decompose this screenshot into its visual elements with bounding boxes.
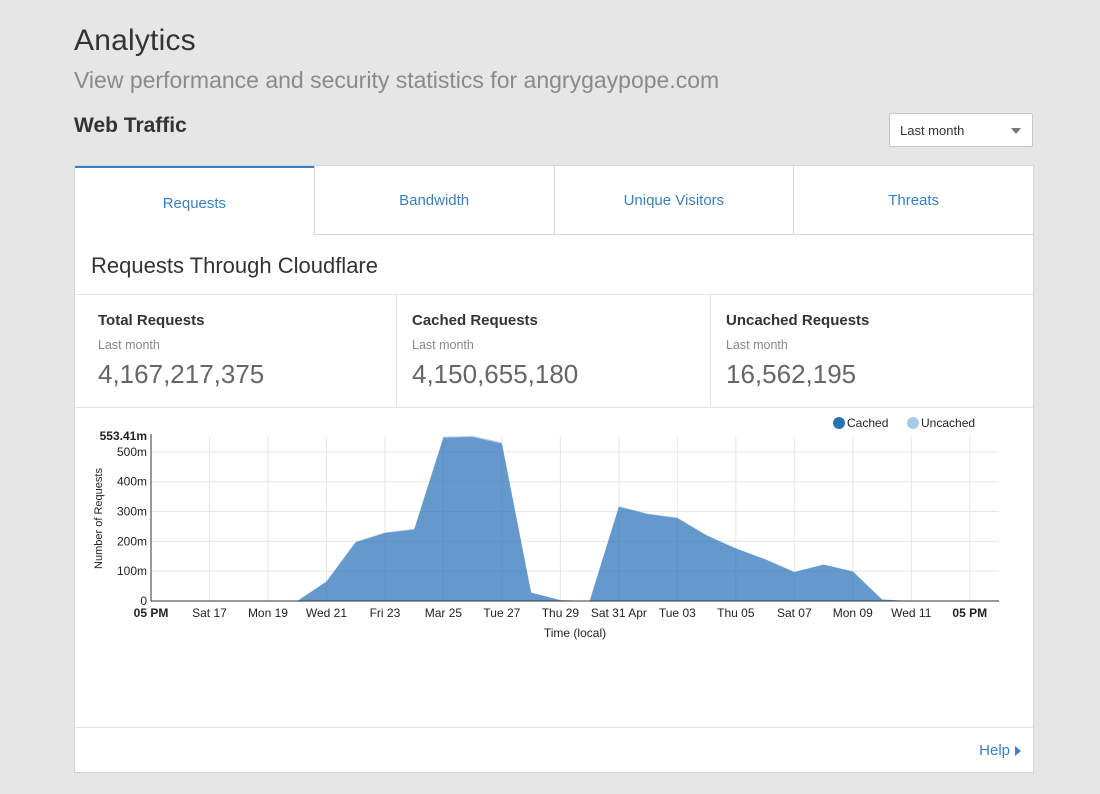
x-axis-title: Time (local) [544,626,606,640]
tab-requests[interactable]: Requests [75,166,314,235]
divider [75,407,1033,408]
chevron-down-icon [1011,128,1021,134]
x-tick-label: Sat 07 [777,606,812,620]
stat-label: Total Requests [98,312,205,329]
stat-total-requests: Total Requests Last month 4,167,217,375 [75,295,397,408]
x-tick-label: Thu 05 [717,606,755,620]
metric-tabs: Requests Bandwidth Unique Visitors Threa… [75,166,1033,235]
x-tick-label: Tue 27 [483,606,520,620]
legend-swatch-uncached [907,417,919,429]
y-tick-label: 400m [117,475,147,489]
stat-value: 16,562,195 [726,359,857,389]
stat-label: Uncached Requests [726,312,870,329]
stat-period: Last month [98,338,160,352]
stat-uncached-requests: Uncached Requests Last month 16,562,195 [703,295,1025,408]
divider [710,295,711,408]
panel-heading: Requests Through Cloudflare [91,253,378,278]
page-title: Analytics [74,24,196,57]
x-tick-label: Tue 03 [659,606,696,620]
x-tick-label: Sat 31 Apr [591,606,647,620]
y-axis-title: Number of Requests [93,468,105,569]
stat-period: Last month [412,338,474,352]
y-tick-label: 200m [117,534,147,548]
stat-label: Cached Requests [412,312,538,329]
x-tick-label: Mar 25 [425,606,463,620]
tab-bandwidth[interactable]: Bandwidth [313,166,554,235]
y-tick-label: 500m [117,445,147,459]
x-tick-label: Mon 19 [248,606,288,620]
x-tick-label: Fri 23 [370,606,401,620]
analytics-card: Requests Bandwidth Unique Visitors Threa… [74,165,1034,773]
x-tick-label: Wed 21 [306,606,347,620]
divider [75,294,1033,295]
x-tick-label: 05 PM [952,606,987,620]
series-area-uncached [151,435,999,601]
time-range-select[interactable]: Last month [889,113,1033,147]
requests-chart: 0 100m 200m 300m 400m 500m 553.41m 05 PM Sat 17 M… [93,416,999,640]
time-range-value: Last month [900,123,965,138]
tab-threats[interactable]: Threats [793,166,1033,235]
x-tick-label: Thu 29 [542,606,580,620]
stat-value: 4,150,655,180 [412,359,579,389]
caret-right-icon [1015,745,1021,756]
legend-label: Cached [847,416,888,430]
x-tick-label: Sat 17 [192,606,227,620]
y-max-label: 553.41m [100,429,147,443]
help-link[interactable]: Help [979,742,1021,759]
x-tick-label: 05 PM [134,606,169,620]
x-tick-label: Mon 09 [833,606,873,620]
section-title: Web Traffic [74,114,187,137]
stat-value: 4,167,217,375 [98,359,265,389]
y-tick-label: 100m [117,564,147,578]
legend-swatch-cached [833,417,845,429]
legend-label: Uncached [921,416,975,430]
divider [396,295,397,408]
help-label: Help [979,742,1010,759]
divider [75,727,1033,728]
page-subtitle: View performance and security statistics… [74,67,720,93]
series-area-cached [151,437,999,601]
tab-unique-visitors[interactable]: Unique Visitors [553,166,794,235]
stat-cached-requests: Cached Requests Last month 4,150,655,180 [389,295,711,408]
y-tick-label: 0 [140,594,147,608]
y-tick-label: 300m [117,505,147,519]
x-tick-label: Wed 11 [891,606,932,620]
stat-period: Last month [726,338,788,352]
